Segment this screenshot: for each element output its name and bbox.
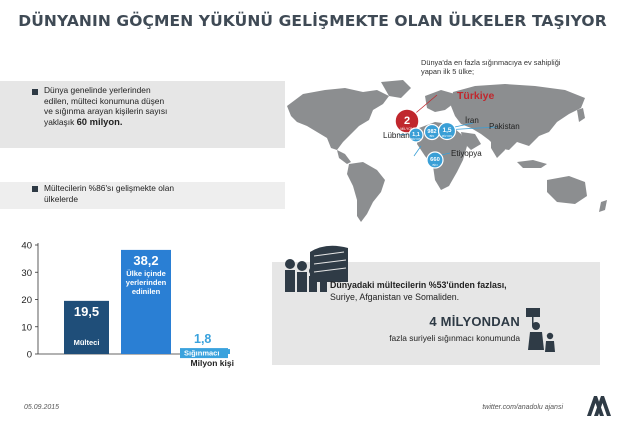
etiyopya-bubble: 660 BİN	[426, 151, 444, 169]
map-intro-line: yapan ilk 5 ülke;	[421, 67, 474, 76]
country-label-lubnan: Lübnan	[383, 131, 410, 140]
world-displaced-prefix: yaklaşık	[44, 116, 77, 127]
pakistan-bubble-value: 1,5	[442, 127, 451, 134]
turkiye-bubble: 2 MİLYON	[394, 108, 420, 134]
north-america-shape	[287, 88, 389, 150]
bullet-square-icon	[32, 89, 38, 95]
indonesia-shape	[517, 160, 547, 168]
lubnan-bubble-value: 1,1	[412, 132, 420, 138]
india-shape	[491, 138, 505, 158]
bar-category-label: edinilen	[132, 287, 161, 296]
world-displaced-line: yaklaşık 60 milyon.	[44, 115, 167, 128]
central-america-shape	[337, 150, 351, 164]
bar	[64, 300, 109, 354]
etiyopya-bubble-unit: BİN	[432, 162, 437, 167]
bar-category-label: yerlerinden	[126, 278, 167, 287]
x-axis-label: Milyon kişi	[191, 358, 234, 368]
bar-value-label: 38,2	[133, 253, 158, 268]
world-displaced-panel	[0, 81, 285, 148]
bar-category-label: Mülteci	[74, 338, 100, 347]
country-label-pakistan: Pakistan	[489, 122, 520, 131]
lubnan-bubble: 1,1 MİLYON	[408, 127, 424, 143]
world-displaced-line: ve sığınma arayan kişilerin sayısı	[44, 106, 168, 116]
aa-logo-icon	[587, 396, 611, 416]
y-tick-label: 40	[21, 241, 32, 252]
country-label-iran: İran	[465, 116, 479, 125]
world-displaced-total: 60 milyon.	[76, 115, 123, 127]
pakistan-bubble: 1,5 MİLYON	[437, 121, 457, 141]
world-map: 2 MİLYON 1,1 MİLYON 982 BİN 1,5 MİLYON 6…	[287, 80, 607, 222]
developing-countries-line: ülkelerde	[44, 193, 78, 204]
protest-family-icon	[526, 308, 555, 352]
world-displaced-line: edilen, mülteci konumuna düşen	[44, 95, 165, 106]
footer-date: 05.09.2015	[24, 404, 60, 411]
south-america-shape	[347, 162, 385, 222]
map-intro-line: Dünya'da en fazla sığınmacıya ev sahipli…	[421, 58, 561, 67]
refugee-origin-bold: Dünyadaki mültecilerin %53'ünden fazlası…	[330, 280, 507, 290]
country-label-etiyopya: Etiyopya	[451, 149, 482, 158]
refugee-origin-line1: Dünyadaki mültecilerin %53'ünden fazlası…	[330, 279, 507, 291]
world-displaced-text: Dünya genelinde yerlerinden edilen, mült…	[44, 85, 167, 127]
iran-bubble-value: 982	[427, 129, 436, 135]
turkiye-bubble-value: 2	[404, 115, 410, 127]
y-tick-label: 20	[21, 295, 32, 306]
japan-shape	[577, 108, 585, 122]
page-title: DÜNYANIN GÖÇMEN YÜKÜNÜ GELİŞMEKTE OLAN Ü…	[18, 12, 607, 30]
bar-value-label: 19,5	[74, 304, 99, 319]
etiyopya-bubble-value: 660	[430, 157, 440, 163]
bar-category-label: Ülke içinde	[126, 269, 166, 278]
world-displaced-line: Dünya genelinde yerlerinden	[44, 85, 151, 95]
syrian-refugees-subtext: fazla suriyeli sığınmacı konumunda	[389, 333, 520, 343]
australia-shape	[547, 176, 587, 204]
developing-countries-panel	[0, 182, 285, 209]
europe-shape	[425, 90, 455, 112]
arabia-shape	[461, 132, 481, 150]
bar	[121, 249, 171, 354]
new-zealand-shape	[599, 200, 607, 212]
iran-bubble-unit: BİN	[430, 133, 435, 138]
refugee-origin-text: Dünyadaki mültecilerin %53'ünden fazlası…	[330, 279, 507, 303]
developing-countries-line: Mültecilerin %86'sı gelişmekte olan	[44, 183, 175, 193]
bar-category-tag	[180, 348, 228, 359]
bullet-square-icon	[32, 186, 38, 192]
greenland-shape	[381, 80, 411, 98]
displacement-bar-chart: 0 10 20 30 40 Milyon kişi 19,5 Mülteci 38,2Ülke…	[21, 241, 234, 369]
tent-family-icon	[285, 245, 348, 292]
bar-value-label: 1,8	[194, 332, 211, 346]
bar-category-label: Sığınmacı	[184, 349, 219, 358]
syrian-refugees-headline: 4 MİLYONDAN	[429, 314, 520, 329]
footer-twitter-handle: twitter.com/anadolu ajansi	[482, 404, 563, 411]
map-intro: Dünya'da en fazla sığınmacıya ev sahipli…	[421, 58, 591, 76]
turkiye-bubble-unit: MİLYON	[400, 126, 414, 131]
y-tick-label: 30	[21, 268, 32, 279]
asia-shape	[451, 84, 585, 150]
y-tick-label: 0	[27, 350, 32, 361]
lubnan-bubble-unit: MİLYON	[411, 136, 421, 141]
y-tick-label: 10	[21, 322, 32, 333]
pakistan-bubble-unit: MİLYON	[442, 133, 453, 138]
refugee-origin-line2: Suriye, Afganistan ve Somaliden.	[330, 292, 460, 302]
iran-bubble: 982 BİN	[423, 123, 441, 141]
developing-countries-text: Mültecilerin %86'sı gelişmekte olan ülke…	[44, 183, 174, 204]
country-label-turkiye: Türkiye	[457, 90, 495, 102]
